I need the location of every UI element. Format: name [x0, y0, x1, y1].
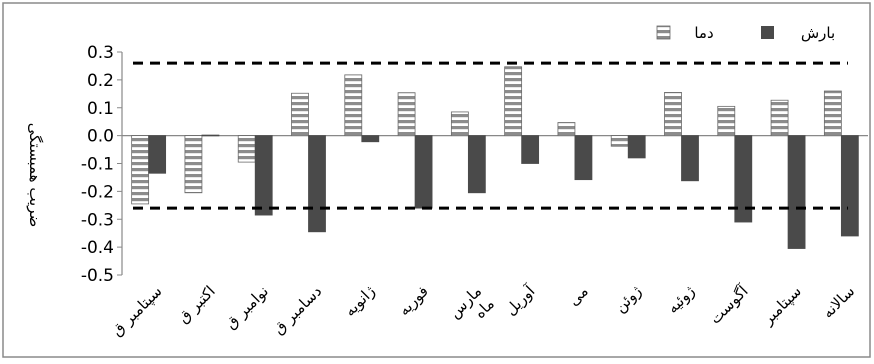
- bar-temperature: [450, 111, 469, 137]
- y-tick-label: 0.2: [87, 71, 114, 91]
- bar-precipitation: [148, 135, 167, 174]
- bar-precipitation: [627, 135, 646, 159]
- bar-precipitation: [467, 135, 486, 194]
- bars: [131, 66, 859, 249]
- bar-precipitation: [414, 135, 433, 209]
- legend-swatch-temperature: [656, 25, 671, 40]
- bar-temperature: [131, 135, 150, 205]
- y-tick-label: -0.1: [81, 155, 114, 175]
- bar-temperature: [184, 135, 203, 194]
- significance-lines: [133, 61, 848, 210]
- bar-precipitation: [681, 135, 699, 182]
- bar-precipitation: [734, 135, 753, 223]
- bar-precipitation: [308, 135, 326, 233]
- legend-swatch-precipitation: [761, 26, 774, 39]
- y-tick-label: -0.5: [81, 266, 114, 286]
- bar-temperature: [770, 99, 789, 137]
- bar-temperature: [237, 135, 256, 163]
- bar-temperature: [610, 135, 629, 147]
- bar-precipitation: [521, 135, 540, 164]
- y-tick-label: 0.0: [87, 127, 114, 147]
- y-tick-label: 0.3: [87, 43, 114, 63]
- y-tick-label: 0.1: [87, 99, 114, 119]
- bar-precipitation: [574, 135, 593, 181]
- legend-label-precipitation: بارش: [801, 24, 835, 42]
- bar-temperature: [397, 92, 416, 137]
- legend: بارش دما: [656, 24, 835, 42]
- y-tick-label: -0.3: [81, 210, 114, 230]
- bar-precipitation: [787, 135, 806, 249]
- bar-temperature: [717, 105, 736, 137]
- bar-temperature: [344, 74, 363, 137]
- bar-precipitation: [201, 134, 220, 137]
- bar-temperature: [504, 66, 523, 137]
- legend-label-temperature: دما: [694, 24, 713, 42]
- y-tick-label: -0.2: [81, 182, 114, 202]
- bar-temperature: [557, 122, 576, 137]
- bar-precipitation: [361, 135, 380, 143]
- bar-precipitation: [254, 135, 273, 216]
- y-tick-label: -0.4: [81, 238, 114, 258]
- bar-precipitation: [840, 135, 859, 237]
- bar-temperature: [823, 90, 842, 137]
- y-axis-label: ضریب همبستگی: [26, 123, 44, 228]
- bar-temperature: [291, 92, 309, 137]
- bar-temperature: [664, 92, 682, 137]
